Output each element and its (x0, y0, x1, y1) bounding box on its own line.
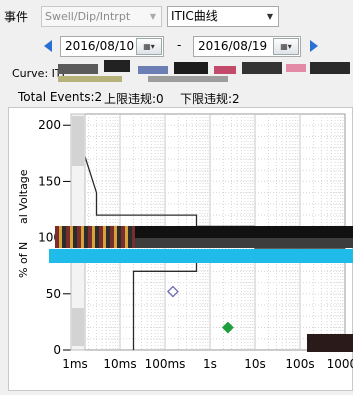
event-points (167, 285, 234, 334)
y-axis-label-part2: al Voltage (17, 169, 30, 224)
y-tick-label: 50 (46, 287, 61, 301)
y-tick-label: 200 (38, 118, 61, 132)
event-point-diamond (221, 321, 234, 334)
x-tick-label: 10s (244, 357, 266, 371)
curve-select-value: ITIC曲线 (171, 9, 218, 23)
y-tick-label: 150 (38, 174, 61, 188)
x-tick-label: 10ms (103, 357, 136, 371)
x-tick-label: 100ms (145, 357, 186, 371)
render-glitch-band-chart (55, 226, 353, 248)
date-separator: - (177, 38, 182, 52)
x-tick-label: 1000s (327, 357, 353, 371)
event-type-value: Swell/Dip/Intrpt (45, 10, 131, 23)
slider-thumb-bottom[interactable] (72, 308, 84, 346)
date-to-value: 2016/08/19 (198, 39, 268, 53)
prev-date-arrow-icon[interactable] (44, 40, 52, 52)
x-tick-label: 1s (203, 357, 217, 371)
total-events: Total Events:2 (18, 90, 103, 104)
chevron-down-icon: ▼ (266, 12, 274, 21)
upper-violation: 上限违规:0 (104, 92, 164, 106)
date-from-field[interactable]: 2016/08/10 ▦▾ (60, 36, 164, 57)
date-to-field[interactable]: 2016/08/19 ▦▾ (193, 36, 301, 57)
chevron-down-icon: ▼ (149, 12, 157, 21)
lower-violation: 下限违规:2 (180, 92, 240, 106)
y-axis-label-part1: % of N (17, 242, 30, 278)
x-tick-label: 1ms (62, 357, 88, 371)
x-tick-label: 100s (285, 357, 314, 371)
slider-thumb-top[interactable] (72, 116, 84, 166)
calendar-dropdown-icon[interactable]: ▦▾ (273, 38, 299, 55)
render-glitch-cyan (49, 249, 353, 263)
date-from-value: 2016/08/10 (65, 39, 135, 53)
event-type-select[interactable]: Swell/Dip/Intrpt ▼ (41, 6, 162, 27)
render-glitch-band (58, 60, 353, 86)
next-date-arrow-icon[interactable] (310, 40, 318, 52)
calendar-dropdown-icon[interactable]: ▦▾ (136, 38, 162, 55)
curve-label: Curve: ITI (12, 67, 65, 80)
curve-select[interactable]: ITIC曲线 ▼ (167, 6, 279, 27)
event-label: 事件 (4, 10, 29, 24)
y-tick-label: 0 (53, 343, 61, 357)
event-point-diamond (167, 285, 179, 298)
render-glitch-corner (307, 334, 353, 352)
x-axis-ticks: 1ms 10ms 100ms 1s 10s 100s 1000s (62, 357, 353, 371)
